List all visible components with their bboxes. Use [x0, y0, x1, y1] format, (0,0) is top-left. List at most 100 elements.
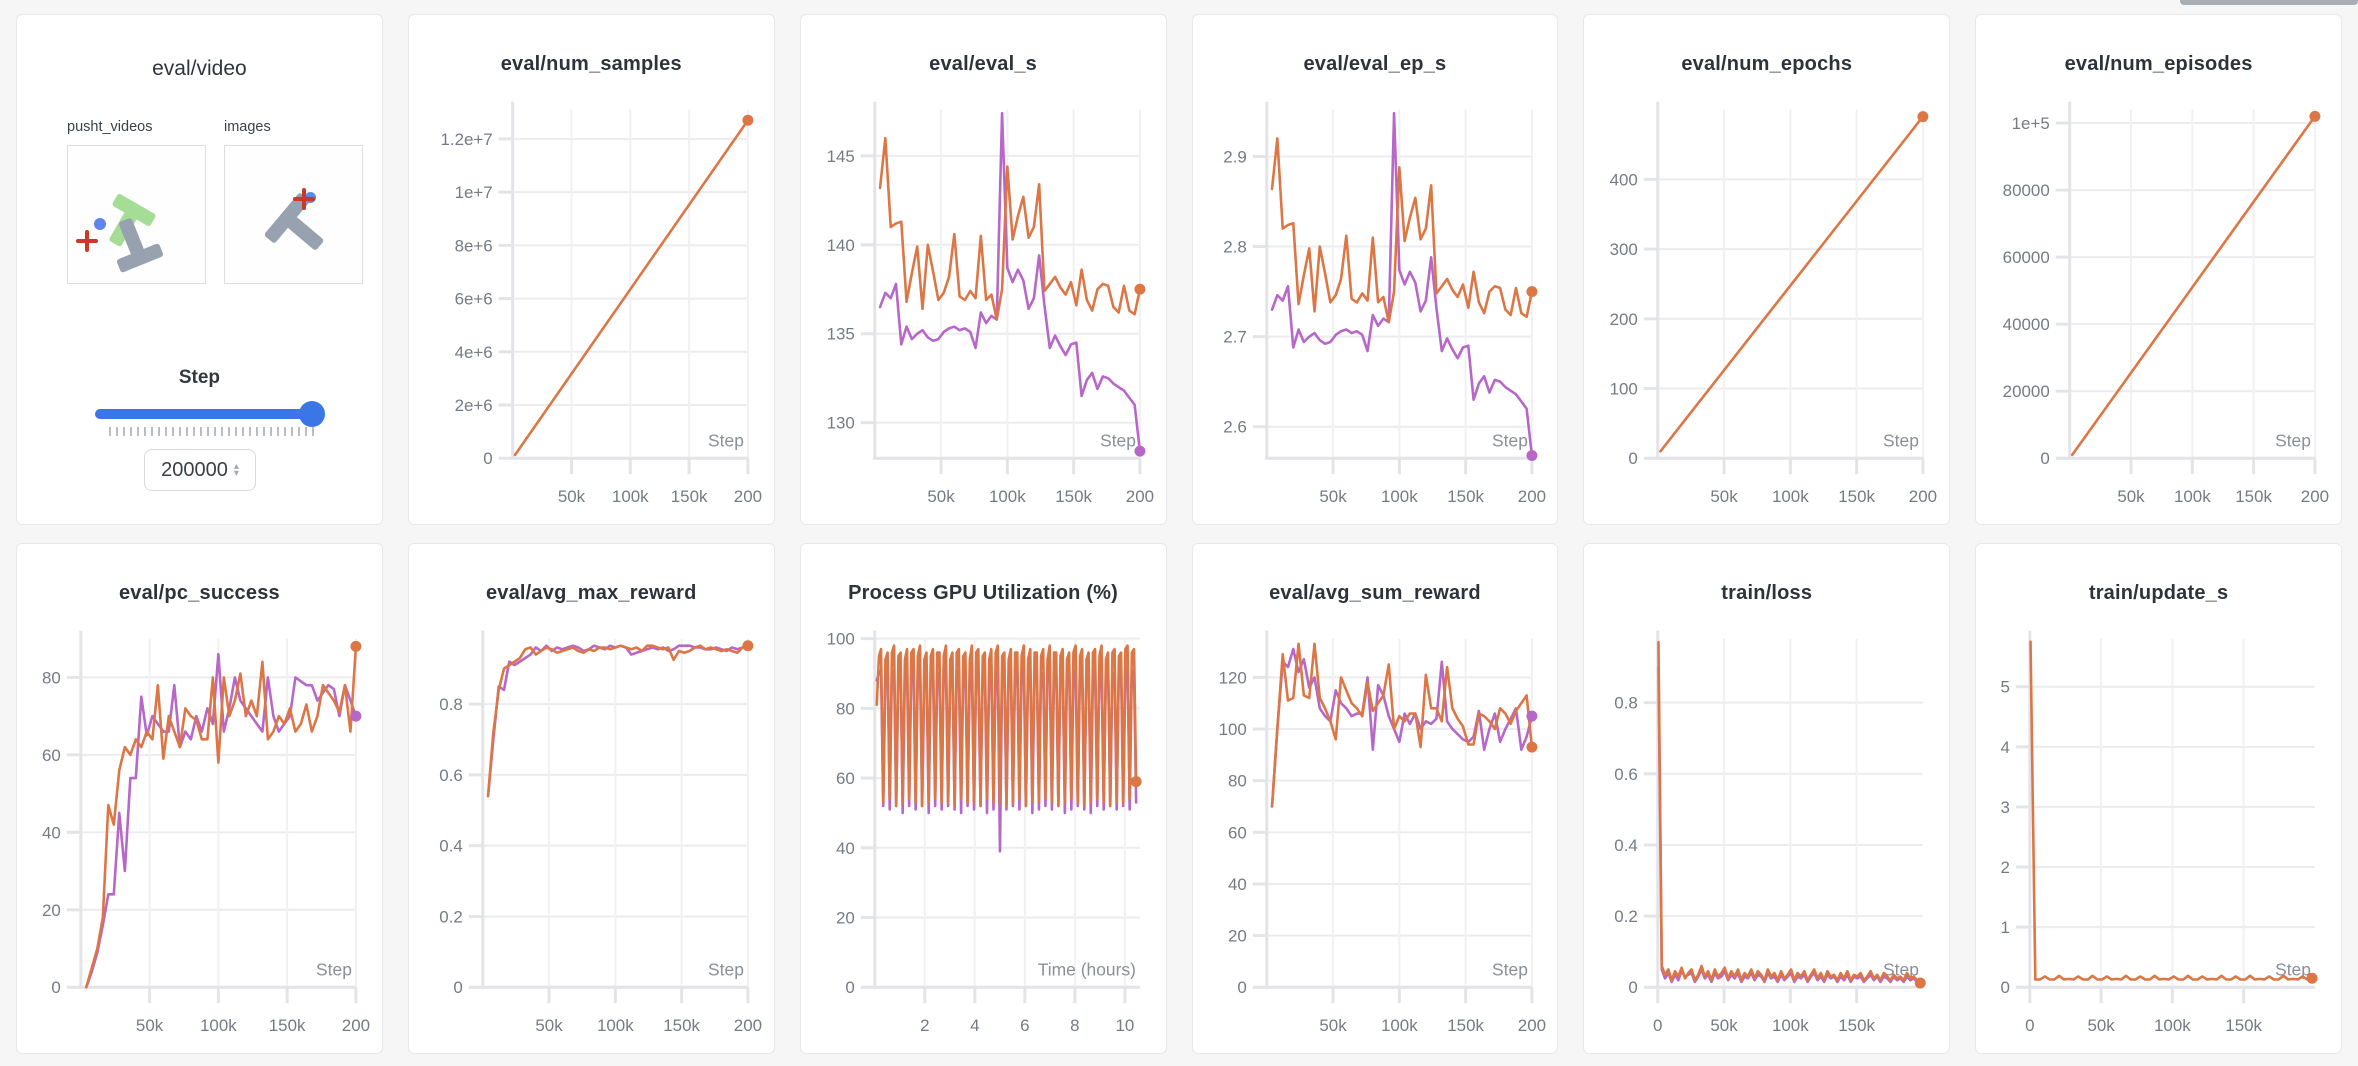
svg-text:6e+6: 6e+6 [454, 290, 492, 309]
svg-text:80000: 80000 [2003, 181, 2050, 200]
images-thumbnail[interactable] [224, 145, 363, 284]
svg-text:60: 60 [42, 746, 61, 765]
svg-text:2: 2 [2001, 858, 2010, 877]
svg-text:135: 135 [826, 325, 854, 344]
step-value: 200000 [161, 458, 228, 481]
svg-text:80: 80 [42, 668, 61, 687]
svg-text:2.8: 2.8 [1223, 238, 1247, 257]
svg-text:300: 300 [1610, 240, 1638, 259]
svg-text:4: 4 [970, 1016, 979, 1035]
svg-text:150k: 150k [1839, 487, 1876, 506]
svg-text:400: 400 [1610, 170, 1638, 189]
svg-text:200: 200 [1517, 487, 1545, 506]
svg-text:100k: 100k [1380, 1016, 1417, 1035]
svg-text:1e+7: 1e+7 [454, 183, 492, 202]
scroll-indicator [2180, 0, 2358, 5]
target-cross-icon [293, 188, 315, 210]
line-chart[interactable]: 0 20 40 60 80 50k 100k 150k 200 Step [17, 544, 382, 1053]
svg-text:150k: 150k [1447, 1016, 1484, 1035]
svg-text:50k: 50k [1711, 1016, 1739, 1035]
panel-eval-pc-success: eval/pc_success 0 20 40 60 80 50k 100k 150k 200 S… [16, 543, 383, 1054]
panel-train-update-s: train/update_s 0 1 2 3 4 5 0 50k 100k 150k Step [1975, 543, 2342, 1054]
svg-text:6: 6 [1020, 1016, 1029, 1035]
svg-text:20000: 20000 [2003, 382, 2050, 401]
svg-text:0: 0 [845, 978, 854, 997]
agent-dot-icon [94, 218, 106, 230]
svg-text:0: 0 [1629, 449, 1638, 468]
pusht-video-thumbnail[interactable] [67, 145, 206, 284]
svg-text:50k: 50k [558, 487, 586, 506]
chart-title: eval/avg_sum_reward [1269, 582, 1481, 604]
line-chart[interactable]: 0 100 200 300 400 50k 100k 150k 200 Step [1584, 15, 1949, 524]
line-chart[interactable]: 130 135 140 145 50k 100k 150k 200 Step [801, 15, 1166, 524]
step-slider-ticks [109, 427, 317, 436]
line-chart[interactable]: 0 20 40 60 80 100 2 4 6 8 10 Time (hours) [801, 544, 1166, 1053]
svg-text:100k: 100k [200, 1016, 237, 1035]
step-slider-thumb[interactable] [299, 401, 325, 427]
svg-text:200: 200 [734, 487, 762, 506]
line-chart[interactable]: 0 2e+6 4e+6 6e+6 8e+6 1e+7 1.2e+7 50k 100k 150k 20… [409, 15, 774, 524]
svg-text:0.2: 0.2 [439, 907, 463, 926]
line-chart[interactable]: 0 0.2 0.4 0.6 0.8 0 50k 100k 150k Step [1584, 544, 1949, 1053]
svg-text:50k: 50k [1319, 1016, 1347, 1035]
svg-text:100: 100 [826, 630, 854, 649]
svg-text:10: 10 [1115, 1016, 1134, 1035]
line-chart[interactable]: 2.6 2.7 2.8 2.9 50k 100k 150k 200 Step [1193, 15, 1558, 524]
line-chart[interactable]: 0 1 2 3 4 5 0 50k 100k 150k Step [1976, 544, 2341, 1053]
svg-text:4: 4 [2001, 738, 2010, 757]
chart-title: Process GPU Utilization (%) [848, 582, 1119, 604]
svg-text:2e+6: 2e+6 [454, 396, 492, 415]
svg-text:0: 0 [1237, 978, 1246, 997]
svg-text:Step: Step [1492, 430, 1528, 450]
svg-text:40: 40 [836, 839, 855, 858]
svg-text:150k: 150k [1839, 1016, 1876, 1035]
svg-text:80: 80 [1227, 772, 1246, 791]
svg-text:8e+6: 8e+6 [454, 236, 492, 255]
svg-text:150k: 150k [1055, 487, 1092, 506]
svg-text:Step: Step [1492, 959, 1528, 979]
svg-text:40: 40 [1227, 875, 1246, 894]
svg-text:200: 200 [1517, 1016, 1545, 1035]
svg-text:2.7: 2.7 [1223, 328, 1247, 347]
svg-text:Step: Step [1883, 430, 1919, 450]
svg-text:0: 0 [2001, 978, 2010, 997]
panel-eval-avg-sum-reward: eval/avg_sum_reward 0 20 40 60 80 100 120 50k 10… [1191, 543, 1559, 1054]
svg-text:145: 145 [826, 147, 854, 166]
line-chart[interactable]: 0 20000 40000 60000 80000 1e+5 50k 100k 150k 200 S… [1976, 15, 2341, 524]
svg-text:40: 40 [42, 823, 61, 842]
panel-train-loss: train/loss 0 0.2 0.4 0.6 0.8 0 50k 100k 150k Step [1583, 543, 1951, 1054]
svg-text:0.2: 0.2 [1615, 907, 1639, 926]
svg-text:1: 1 [2001, 918, 2010, 937]
svg-text:150k: 150k [1447, 487, 1484, 506]
svg-text:150k: 150k [2235, 487, 2272, 506]
svg-text:150k: 150k [671, 487, 708, 506]
svg-text:50k: 50k [1711, 487, 1739, 506]
svg-text:0.8: 0.8 [439, 695, 463, 714]
stepper-chevrons-icon[interactable]: ▴ ▾ [233, 461, 239, 479]
step-number-input[interactable]: 200000 ▴ ▾ [144, 449, 256, 491]
panel-eval-num-epochs: eval/num_epochs 0 100 200 300 400 50k 100k 150k… [1583, 14, 1951, 525]
svg-text:3: 3 [2001, 798, 2010, 817]
svg-text:50k: 50k [2088, 1016, 2116, 1035]
chart-title: eval/eval_s [929, 53, 1037, 75]
chart-title: eval/pc_success [118, 582, 280, 604]
svg-text:Time (hours): Time (hours) [1037, 959, 1135, 979]
media-label-pusht-videos: pusht_videos [67, 119, 153, 135]
svg-text:200: 200 [342, 1016, 370, 1035]
svg-text:20: 20 [42, 901, 61, 920]
step-slider[interactable] [95, 401, 325, 427]
line-chart[interactable]: 0 0.2 0.4 0.6 0.8 50k 100k 150k 200 Step [409, 544, 774, 1053]
target-cross-icon [76, 230, 98, 252]
line-chart[interactable]: 0 20 40 60 80 100 120 50k 100k 150k 200 Step [1193, 544, 1558, 1053]
svg-text:100k: 100k [1380, 487, 1417, 506]
svg-text:Step: Step [2275, 430, 2311, 450]
chart-title: eval/avg_max_reward [485, 582, 697, 604]
svg-text:2.6: 2.6 [1223, 418, 1247, 437]
svg-text:50k: 50k [1319, 487, 1347, 506]
svg-text:140: 140 [826, 236, 854, 255]
svg-text:100k: 100k [612, 487, 649, 506]
chart-title: eval/eval_ep_s [1303, 53, 1447, 75]
svg-text:200: 200 [734, 1016, 762, 1035]
panel-eval-avg-max-reward: eval/avg_max_reward 0 0.2 0.4 0.6 0.8 50k 100k… [407, 543, 775, 1054]
